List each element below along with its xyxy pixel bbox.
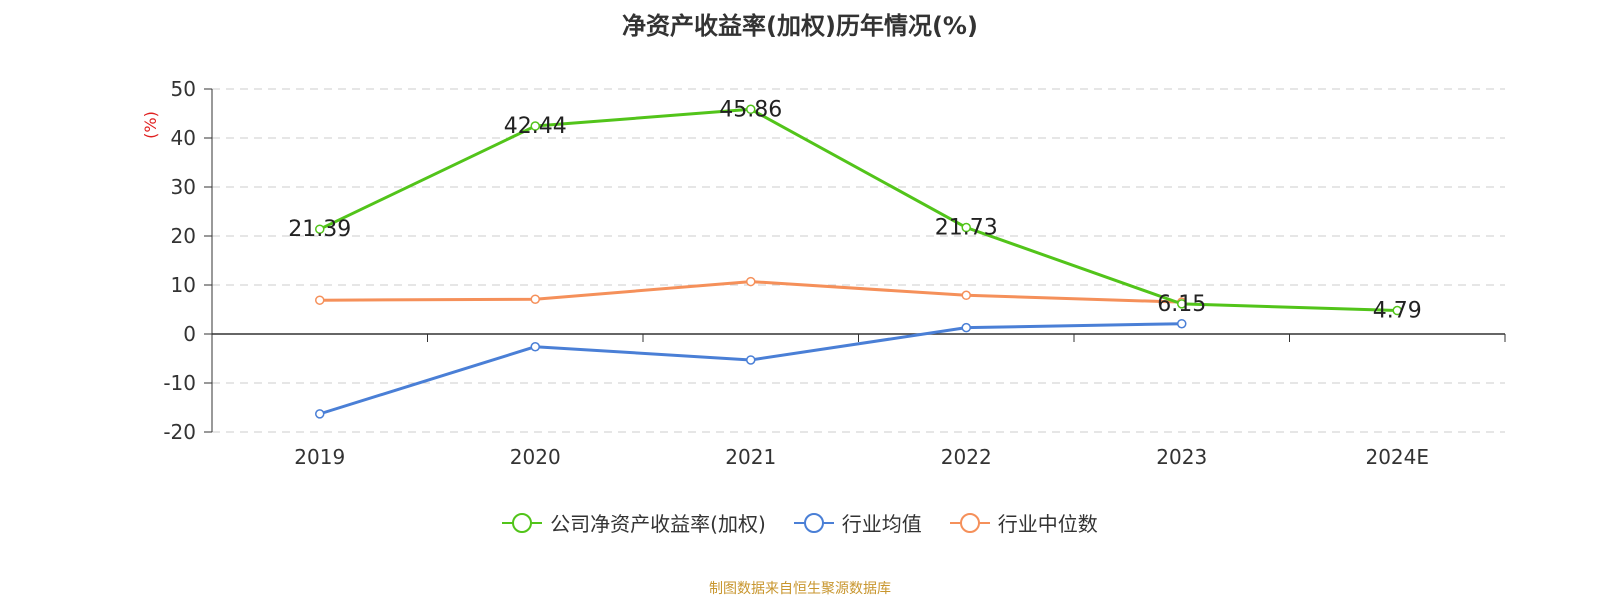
data-label: 4.79 [1373, 299, 1422, 324]
legend-item-industry-median[interactable]: 行业中位数 [949, 508, 1098, 537]
chart-title: 净资产收益率(加权)历年情况(%) [622, 12, 978, 40]
x-tick-label: 2022 [941, 445, 992, 469]
axes: 50 40 30 20 10 0 -10 -20 (%) 2019 2020 2021 2022 2023… [141, 77, 1506, 469]
data-point-industry-avg [315, 409, 325, 419]
y-tick-label: 10 [171, 273, 196, 297]
data-point-industry-avg [530, 341, 540, 352]
line-chart: 50 40 30 20 10 0 -10 -20 (%) 2019 2020 2021 2022 2023… [141, 77, 1506, 469]
y-axis-unit-label: (%) [141, 111, 160, 139]
data-point-company [961, 222, 971, 233]
data-point-company [1177, 299, 1187, 309]
y-tick-label: 20 [171, 224, 196, 248]
legend-circle-line-icon [949, 512, 990, 533]
data-point-company [1392, 305, 1402, 316]
x-tick-label: 2023 [1156, 445, 1207, 469]
data-point-company [530, 121, 540, 131]
series-lines [315, 104, 1402, 419]
data-point-industry-median [530, 294, 540, 304]
legend-label-industry-avg: 行业均值 [841, 512, 922, 536]
data-point-industry-avg [746, 355, 756, 365]
legend-item-industry-avg[interactable]: 行业均值 [793, 508, 922, 537]
y-tick-label: -10 [163, 371, 196, 395]
data-point-industry-median [315, 295, 325, 305]
legend-circle-line-icon [793, 512, 834, 533]
data-label: 45.86 [719, 97, 782, 122]
legend-label-company: 公司净资产收益率(加权) [550, 512, 766, 536]
data-point-industry-avg [961, 322, 971, 333]
grid-lines [212, 88, 1505, 433]
y-tick-label: 0 [183, 322, 196, 346]
data-label: 21.73 [935, 216, 998, 241]
data-point-company [315, 224, 325, 234]
y-tick-label: 30 [171, 175, 196, 199]
series-line-industry-avg [319, 322, 1182, 416]
y-tick-label: 40 [171, 126, 196, 150]
data-point-industry-median [961, 290, 971, 301]
data-point-industry-median [746, 276, 756, 287]
legend: 公司净资产收益率(加权) 行业均值 行业中位数 [0, 508, 1600, 537]
data-label: 42.44 [504, 114, 567, 139]
y-tick-label: -20 [163, 420, 196, 444]
x-tick-label: 2019 [294, 445, 345, 469]
legend-item-company[interactable]: 公司净资产收益率(加权) [502, 508, 766, 537]
series-line-company [319, 107, 1398, 313]
x-tick-label: 2024E [1365, 445, 1429, 469]
legend-circle-line-icon [502, 512, 543, 533]
data-point-industry-avg [1177, 318, 1187, 329]
x-tick-label: 2021 [725, 445, 776, 469]
data-labels: 21.39 42.44 45.86 21.73 6.15 4.79 [288, 97, 1421, 323]
y-tick-label: 50 [171, 77, 196, 101]
source-note: 制图数据来自恒生聚源数据库 [709, 581, 891, 597]
data-label: 21.39 [288, 217, 351, 242]
x-tick-label: 2020 [510, 445, 561, 469]
data-label: 6.15 [1157, 292, 1206, 317]
data-point-company [746, 104, 756, 115]
legend-label-industry-median: 行业中位数 [997, 512, 1098, 536]
